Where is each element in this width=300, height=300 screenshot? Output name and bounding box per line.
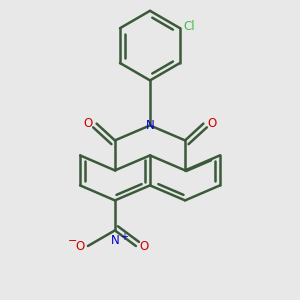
Text: O: O <box>140 239 149 253</box>
Text: O: O <box>207 116 216 130</box>
Text: N: N <box>146 119 154 132</box>
Text: N: N <box>110 234 119 247</box>
Text: +: + <box>121 232 128 242</box>
Text: O: O <box>84 116 93 130</box>
Text: Cl: Cl <box>184 20 195 33</box>
Text: O: O <box>75 239 84 253</box>
Text: −: − <box>68 236 77 246</box>
